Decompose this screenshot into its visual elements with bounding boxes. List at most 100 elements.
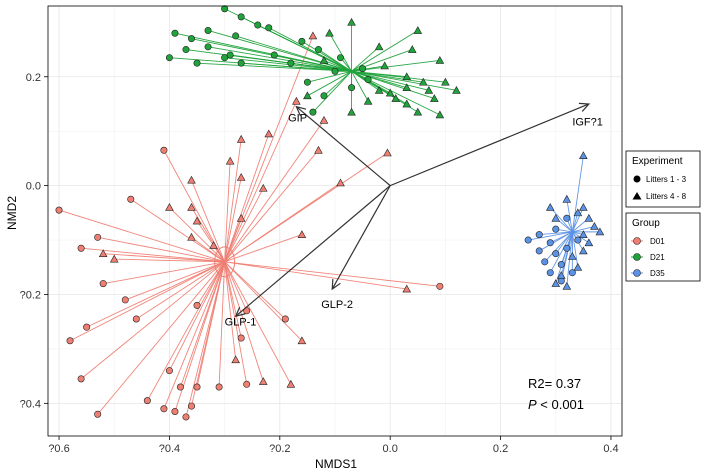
spider-line-d35 <box>539 231 573 236</box>
spider-line-d21 <box>307 70 352 83</box>
spider-line-d01 <box>114 258 225 263</box>
spider-line-d01 <box>97 236 225 263</box>
spider-line-d01 <box>224 261 286 320</box>
point-d01-circle <box>55 206 63 214</box>
spider-line-d01 <box>185 261 226 418</box>
point-d01-circle <box>66 337 74 345</box>
point-d21-triangle <box>319 56 329 64</box>
point-d01-circle <box>77 244 85 252</box>
point-d35-triangle <box>579 230 588 238</box>
spider-line-d01 <box>224 261 242 339</box>
point-d01-triangle <box>264 129 274 138</box>
spider-line-d21 <box>257 24 352 72</box>
spider-line-d21 <box>351 46 380 72</box>
point-d35-circle <box>524 236 532 244</box>
spider-line-d01 <box>97 261 225 415</box>
point-d21-triangle <box>413 107 423 116</box>
point-d21-triangle <box>452 85 461 94</box>
spider-line-d01 <box>58 209 225 263</box>
spider-line-d21 <box>323 60 352 72</box>
point-d01-triangle <box>297 336 307 345</box>
spider-line-d01 <box>224 261 264 382</box>
point-d35-circle <box>552 250 560 258</box>
x-tick-label: 0.4 <box>603 443 618 455</box>
point-d21-triangle <box>374 85 384 94</box>
point-d35-circle <box>568 269 576 277</box>
spider-line-d01 <box>125 261 225 301</box>
point-d21-circle <box>348 84 356 92</box>
spider-line-d01 <box>103 253 225 263</box>
point-d21-triangle <box>435 110 445 119</box>
spider-line-d01 <box>81 247 225 263</box>
point-d35-triangle <box>551 213 561 222</box>
spider-line-d01 <box>224 234 303 263</box>
point-d21-circle <box>265 24 273 32</box>
point-d01-triangle <box>314 145 323 154</box>
spider-line-d21 <box>290 62 352 72</box>
p-symbol: P <box>528 397 537 412</box>
spider-line-d01 <box>224 261 292 385</box>
point-d21-circle <box>303 78 311 86</box>
point-d21-triangle <box>441 77 450 86</box>
spider-line-d21 <box>351 70 457 91</box>
spider-line-d35 <box>571 207 584 233</box>
point-d21-circle <box>188 35 196 43</box>
point-d01-triangle <box>192 216 202 225</box>
spider-line-d01 <box>191 180 226 262</box>
point-d35-triangle <box>573 208 583 217</box>
point-d01-circle <box>160 405 168 413</box>
point-d21-circle <box>232 32 240 40</box>
point-d35-triangle <box>584 238 594 247</box>
spider-line-d01 <box>69 261 225 342</box>
vector-line <box>295 106 391 187</box>
legend-circle-icon <box>633 175 641 183</box>
spider-line-d01 <box>163 261 226 409</box>
point-d35-triangle <box>568 251 577 260</box>
legend-group-entry: D35 <box>650 269 665 278</box>
point-d21-circle <box>287 59 295 67</box>
point-d01-triangle <box>165 202 174 211</box>
point-d35-circle <box>541 258 549 266</box>
point-d21-circle <box>331 67 339 75</box>
point-d01-triangle <box>258 183 268 192</box>
spider-line-d21 <box>318 49 352 72</box>
point-d01-triangle <box>336 178 345 187</box>
point-d01-circle <box>143 397 151 405</box>
spider-line-d01 <box>224 139 242 262</box>
point-d01-circle <box>99 280 107 288</box>
point-d01-circle <box>160 146 168 154</box>
centroid-ellipse-d01 <box>214 246 236 278</box>
spider-line-d21 <box>351 70 407 78</box>
point-d21-circle <box>337 54 345 62</box>
point-d01-circle <box>165 367 173 375</box>
point-d21-triangle <box>435 56 445 64</box>
vector-arrowhead <box>578 102 591 112</box>
point-d35-triangle <box>573 262 583 271</box>
point-d01-circle <box>182 413 190 421</box>
y-tick-label: 0.2 <box>26 72 41 84</box>
point-d21-triangle <box>347 17 356 26</box>
p-value-annotation: P < 0.001 <box>528 397 584 412</box>
spider-line-d01 <box>224 261 248 385</box>
point-d21-triangle <box>402 83 412 91</box>
spider-line-d01 <box>191 261 226 407</box>
env-vectors: IGF?1 GIP GLP-1 GLP-2 <box>225 102 603 329</box>
point-d21-triangle <box>325 28 334 37</box>
spider-line-d21 <box>351 70 435 99</box>
point-d01-circle <box>77 375 85 383</box>
spider-line-d35 <box>528 231 573 241</box>
spider-line-d21 <box>207 30 352 72</box>
point-d21-circle <box>204 26 212 34</box>
point-d01-triangle <box>98 249 108 257</box>
vector-line <box>389 103 590 187</box>
vector-arrowhead <box>331 279 341 291</box>
point-d35-triangle <box>556 271 566 279</box>
legend-group-title: Group <box>632 218 660 229</box>
spider-line-d21 <box>207 46 352 72</box>
spider-line-d21 <box>351 30 419 72</box>
point-d01-triangle <box>187 175 196 184</box>
point-d01-circle <box>94 410 102 418</box>
legend-key-circle-icon <box>633 253 641 261</box>
point-d35-triangle <box>595 227 605 236</box>
